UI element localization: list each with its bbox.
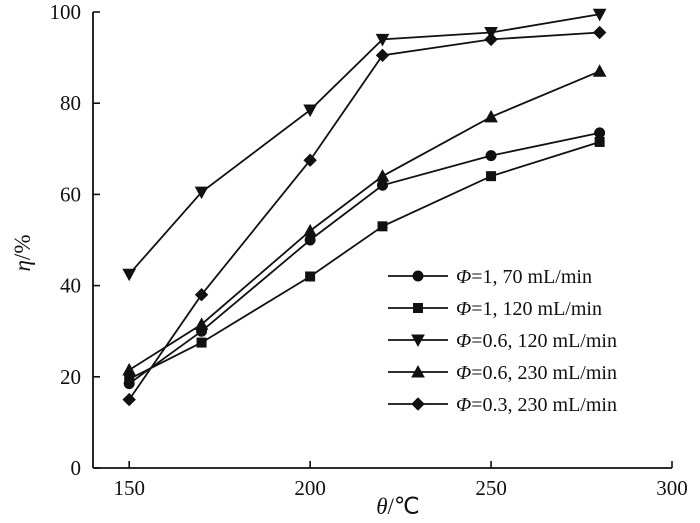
legend-label: Φ=1, 120 mL/min <box>456 298 602 320</box>
data-point <box>377 179 388 191</box>
x-axis-title: θ/℃ <box>376 494 420 519</box>
legend-marker <box>411 334 425 348</box>
data-point <box>122 268 137 282</box>
data-point <box>377 221 388 232</box>
series-line <box>128 141 600 380</box>
y-tick-label: 40 <box>60 274 81 298</box>
series-diamond <box>122 25 607 407</box>
x-tick-label: 300 <box>656 476 688 500</box>
legend-entry: Φ=0.6, 230 mL/min <box>388 362 617 384</box>
data-point <box>484 32 498 47</box>
series-line <box>128 70 600 371</box>
data-point <box>594 127 606 139</box>
data-point <box>485 150 497 162</box>
legend-entry: Φ=1, 70 mL/min <box>388 266 592 288</box>
y-axis-symbol: η <box>10 260 35 271</box>
series-square <box>124 136 605 385</box>
data-point <box>375 33 390 47</box>
data-point <box>592 8 607 22</box>
y-tick-label: 100 <box>50 0 82 24</box>
series-line <box>128 131 600 385</box>
x-tick-label: 250 <box>475 476 507 500</box>
y-tick-label: 0 <box>71 456 82 480</box>
y-tick-label: 20 <box>60 365 81 389</box>
legend-marker <box>411 364 425 378</box>
y-axis-unit: /% <box>10 235 35 261</box>
legend-label: Φ=1, 70 mL/min <box>456 266 592 288</box>
data-point <box>194 288 209 302</box>
legend-entry: Φ=0.3, 230 mL/min <box>388 394 617 416</box>
data-point <box>592 64 607 77</box>
data-point <box>194 186 209 200</box>
data-point <box>484 109 498 123</box>
series-line <box>128 31 600 401</box>
y-tick-label: 60 <box>60 182 81 206</box>
data-point <box>194 317 209 330</box>
data-point <box>303 104 317 118</box>
x-tick-label: 200 <box>294 476 326 500</box>
series-line <box>128 13 600 275</box>
legend-entry: Φ=0.6, 120 mL/min <box>388 330 617 352</box>
legend-entry: Φ=1, 120 mL/min <box>388 298 602 320</box>
legend-marker <box>412 270 424 282</box>
x-axis-symbol: θ <box>376 494 387 519</box>
data-point <box>375 169 390 182</box>
legend-label: Φ=0.6, 120 mL/min <box>456 330 617 352</box>
data-point <box>303 223 317 237</box>
x-axis-unit: /℃ <box>388 494 420 519</box>
series-triangle-up <box>122 64 607 376</box>
data-point <box>124 374 135 385</box>
data-point <box>594 136 605 147</box>
legend-label: Φ=0.3, 230 mL/min <box>456 394 617 416</box>
data-point <box>486 171 497 182</box>
data-point <box>303 153 317 167</box>
data-point <box>122 392 136 407</box>
data-point <box>375 48 390 63</box>
legend-marker <box>413 303 423 313</box>
data-point <box>304 234 316 246</box>
x-tick-label: 150 <box>113 476 145 500</box>
data-point <box>196 337 207 348</box>
legend-label: Φ=0.6, 230 mL/min <box>456 362 617 384</box>
data-point <box>122 362 137 376</box>
axes <box>92 12 672 469</box>
legend-marker <box>411 397 425 411</box>
legend: Φ=1, 70 mL/min Φ=1, 120 mL/min Φ=0.6, 120 … <box>388 266 617 416</box>
data-point <box>305 271 316 282</box>
y-tick-label: 80 <box>60 91 81 115</box>
data-point <box>592 25 607 40</box>
y-axis-title: η/% <box>10 235 35 272</box>
series-layer <box>122 8 607 407</box>
ticks: 150 200 250 300 0 20 40 60 80 100 <box>50 0 688 500</box>
